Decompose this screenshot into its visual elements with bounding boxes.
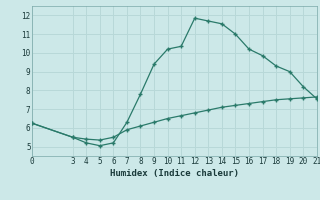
- X-axis label: Humidex (Indice chaleur): Humidex (Indice chaleur): [110, 169, 239, 178]
